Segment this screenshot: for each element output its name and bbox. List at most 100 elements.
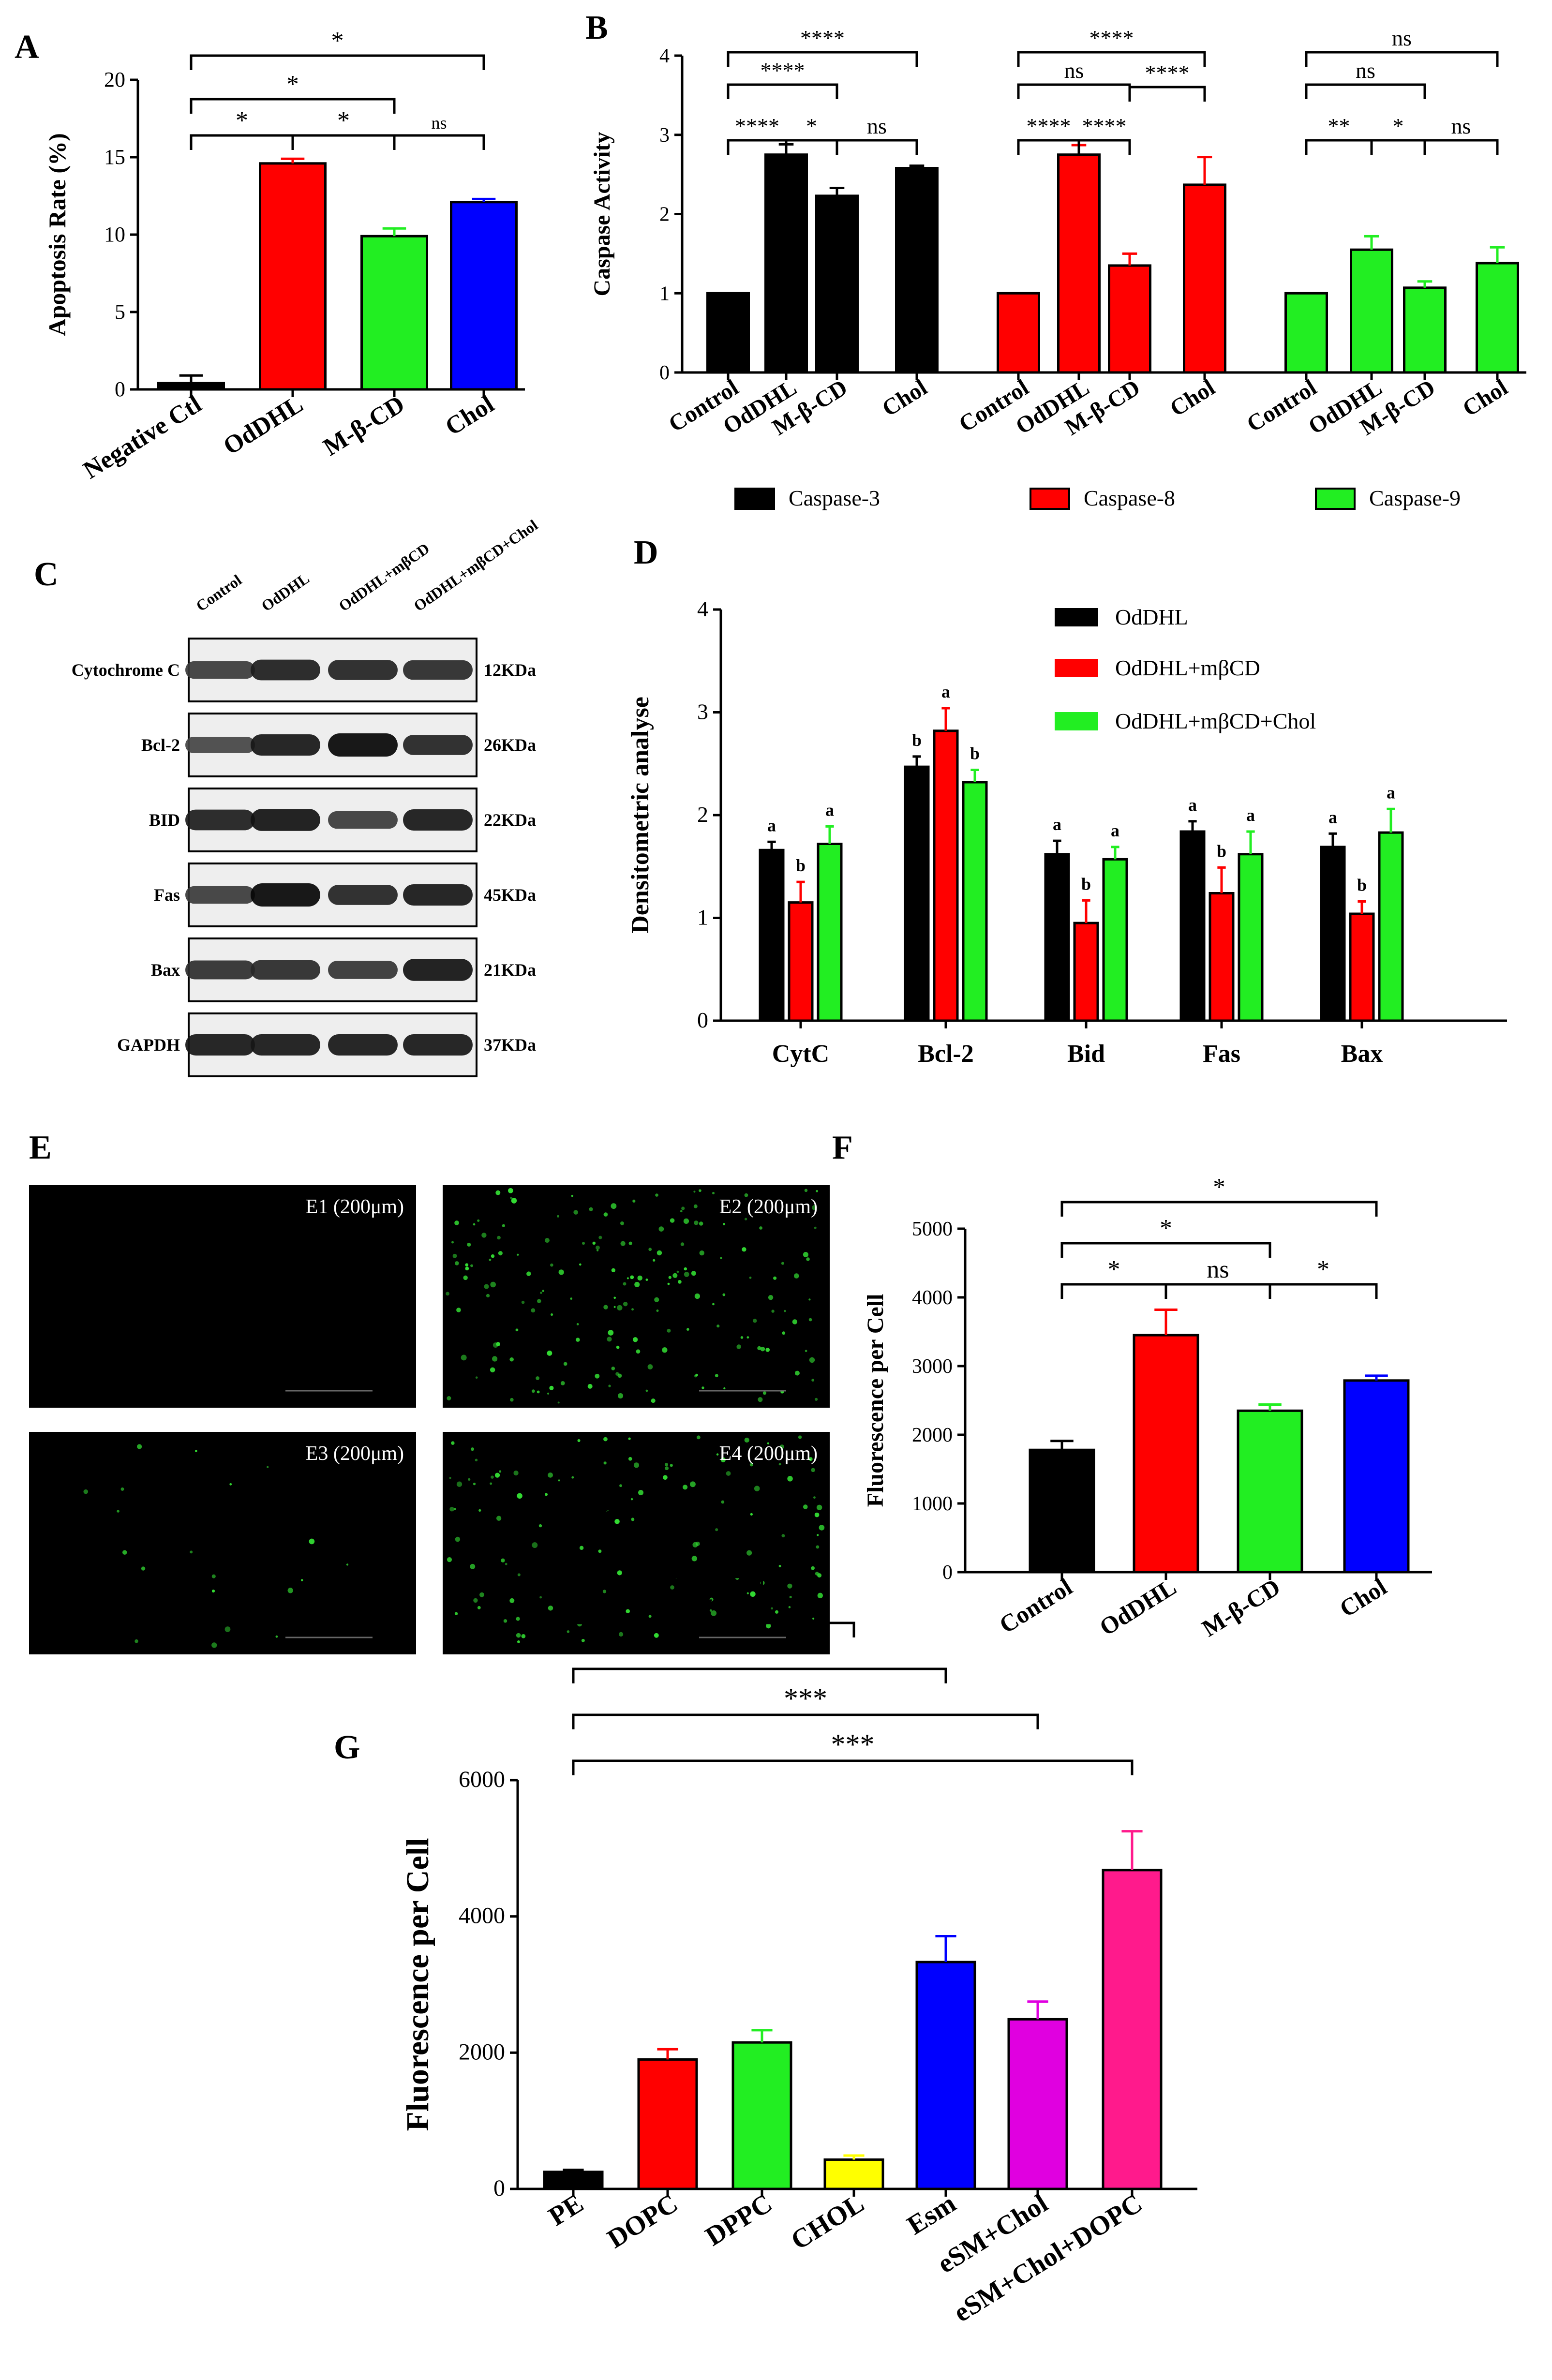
western-blot-size-label: 21KDa [484, 960, 536, 980]
western-blot-band [403, 660, 473, 680]
panel-b-group-1-x-tick-label: Chol [878, 374, 932, 421]
panel-b-group-3-significance-label: * [1393, 114, 1404, 138]
micrograph-fluorescent-dot [736, 1344, 741, 1349]
micrograph-fluorescent-dot [693, 1190, 696, 1193]
micrograph-fluorescent-dot [815, 1398, 818, 1401]
western-blot-size-label: 37KDa [484, 1035, 536, 1055]
western-blot-protein-label: Fas [154, 885, 180, 905]
micrograph-fluorescent-dot [508, 1188, 513, 1193]
panel-g-bar [1007, 2018, 1068, 2190]
micrograph-fluorescent-dot [516, 1633, 521, 1638]
western-blot-size-label: 26KDa [484, 735, 536, 755]
micrograph-fluorescent-dot [83, 1489, 89, 1494]
panel-g-bar [637, 2058, 698, 2190]
micrograph-fluorescent-dot [655, 1193, 658, 1197]
micrograph-fluorescent-dot [453, 1508, 456, 1511]
panel-c-western-blot: Control OdDHL OdDHL+mβCDOdDHL+mβCD+CholCyt… [72, 516, 541, 1077]
western-blot-band [185, 661, 255, 679]
panel-d-legend-swatch [1055, 712, 1098, 730]
micrograph-fluorescent-dot [787, 1476, 793, 1482]
micrograph-fluorescent-dot [603, 1212, 608, 1217]
panel-b-group-1-bar [895, 167, 939, 374]
micrograph-fluorescent-dot [470, 1563, 476, 1569]
panel-b-group-3-significance-bracket [1423, 139, 1499, 155]
panel-b-group-2-significance-bracket [1077, 139, 1131, 155]
micrograph-fluorescent-dot [754, 1486, 760, 1491]
micrograph-fluorescent-dot [662, 1347, 668, 1353]
micrograph-fluorescent-dot [762, 1391, 767, 1395]
micrograph-fluorescent-dot [346, 1563, 349, 1566]
panel-g-y-tick-label: 2000 [459, 2039, 505, 2065]
micrograph-fluorescent-dot [547, 1392, 550, 1395]
micrograph-fluorescent-dot [716, 1324, 720, 1328]
micrograph-image [29, 1432, 416, 1654]
micrograph-fluorescent-dot [542, 1290, 545, 1292]
micrograph-fluorescent-dot [670, 1218, 675, 1223]
micrograph-fluorescent-dot [477, 1606, 481, 1609]
panel-b-group-3-significance-label: ns [1451, 114, 1471, 138]
micrograph-fluorescent-dot [805, 1350, 807, 1353]
micrograph-fluorescent-dot [571, 1194, 574, 1197]
panel-a-y-tick-label: 20 [104, 68, 125, 91]
micrograph-fluorescent-dot [808, 1298, 811, 1301]
western-blot-size-label: 12KDa [484, 660, 536, 680]
micrograph-fluorescent-dot [589, 1207, 593, 1211]
micrograph-fluorescent-dot [631, 1308, 634, 1311]
micrograph-fluorescent-dot [750, 1513, 753, 1516]
micrograph-fluorescent-dot [211, 1574, 216, 1578]
panel-d-2-bar [788, 901, 814, 1022]
micrograph-fluorescent-dot [781, 1534, 785, 1538]
micrograph-fluorescent-dot [451, 1441, 455, 1445]
micrograph-fluorescent-dot [456, 1308, 461, 1312]
panel-d-3-bar [1102, 858, 1128, 1022]
panel-d-2-bar [1349, 912, 1375, 1022]
western-blot-protein-label: Bcl-2 [141, 735, 180, 755]
micrograph-fluorescent-dot [789, 1595, 792, 1599]
panel-b-group-3-x-tick-label: Chol [1458, 374, 1512, 421]
panel-a-y-tick-label: 15 [104, 145, 125, 169]
micrograph-fluorescent-dot [596, 1245, 600, 1250]
micrograph-fluorescent-dot [784, 1309, 786, 1312]
panel-b-group-3-significance-bracket [1370, 139, 1426, 155]
micrograph-fluorescent-dot [451, 1241, 454, 1244]
panel-g-significance-label: *** [599, 1499, 642, 1531]
panel-f-y-axis-label: Fluorescence per Cell [863, 1294, 888, 1507]
panel-d-letter-label: a [1053, 815, 1061, 834]
panel-d-y-axis-label: Densitometric analyse [627, 697, 654, 934]
panel-f-y-tick-label: 1000 [912, 1493, 953, 1515]
western-blot-protein-label: Bax [151, 960, 180, 980]
panel-b-legend-swatch [1315, 488, 1356, 510]
micrograph-fluorescent-dot [794, 1370, 800, 1376]
micrograph-fluorescent-dot [720, 1257, 722, 1259]
micrograph-fluorescent-dot [683, 1485, 688, 1490]
micrograph-fluorescent-dot [773, 1276, 777, 1280]
micrograph-fluorescent-dot [120, 1487, 124, 1491]
micrograph-fluorescent-dot [633, 1462, 640, 1468]
panel-a-apoptosis-chart: 0 5 10 15 20 Apoptosis Rate (%) Negative Ctl Od… [44, 27, 525, 484]
micrograph-fluorescent-dot [654, 1633, 659, 1638]
micrograph-fluorescent-dot [470, 1264, 473, 1267]
micrograph-fluorescent-dot [447, 1557, 452, 1562]
micrograph-fluorescent-dot [473, 1223, 476, 1226]
micrograph-fluorescent-dot [526, 1271, 531, 1276]
micrograph-fluorescent-dot [693, 1204, 698, 1208]
panel-g-significance-bracket [572, 1530, 669, 1546]
micrograph-fluorescent-dot [699, 1189, 701, 1192]
panel-d-letter-label: a [1387, 783, 1395, 802]
micrograph-fluorescent-dot [681, 1206, 685, 1210]
micrograph-fluorescent-dot [606, 1509, 609, 1512]
panel-b-group-2-significance-label: **** [1089, 26, 1134, 50]
western-blot-band [403, 1034, 473, 1056]
panel-b-group-1-significance-bracket [836, 139, 918, 155]
panel-b-y-tick-label: 1 [659, 283, 670, 305]
micrograph-fluorescent-dot [798, 1435, 802, 1439]
micrograph-fluorescent-dot [544, 1238, 550, 1243]
micrograph-fluorescent-dot [723, 1387, 726, 1390]
micrograph-fluorescent-dot [788, 1606, 791, 1608]
panel-b-group-1-significance-label: **** [761, 58, 805, 83]
micrograph-fluorescent-dot [808, 1457, 813, 1461]
panel-a-significance-label: * [337, 107, 350, 134]
panel-d-3-bar [1378, 831, 1404, 1022]
micrograph-fluorescent-dot [715, 1528, 718, 1532]
